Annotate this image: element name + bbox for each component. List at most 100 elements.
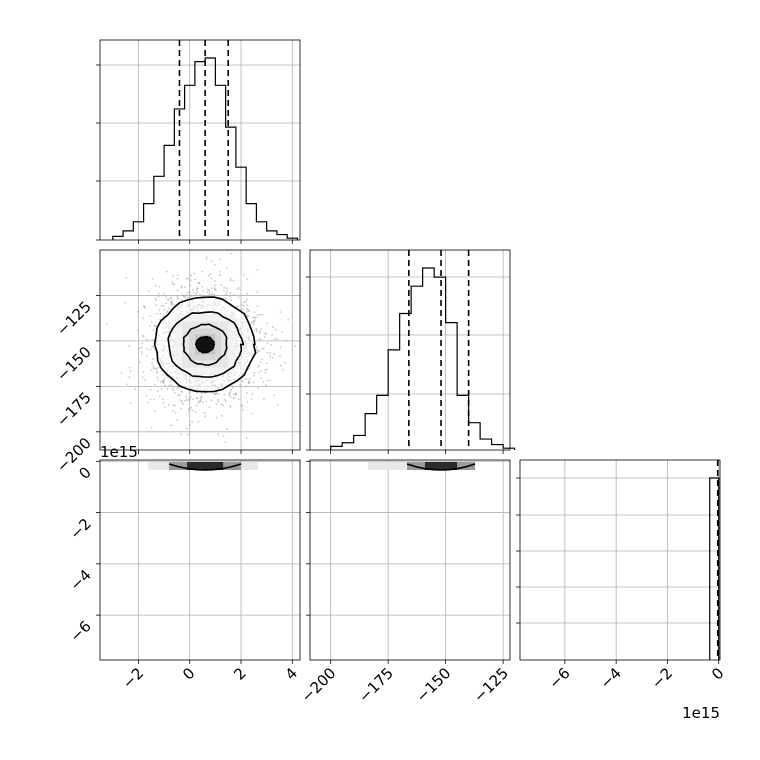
scatter-point xyxy=(266,342,269,345)
y2-tick-label-0: 0 xyxy=(75,463,94,482)
scatter-point xyxy=(245,436,248,439)
scatter-point xyxy=(226,267,228,269)
scatter-point xyxy=(269,355,271,357)
scatter-point xyxy=(237,296,240,298)
scatter-point xyxy=(252,316,255,319)
hist-y-frame xyxy=(309,249,511,451)
scatter-point xyxy=(164,377,166,380)
scatter-point xyxy=(228,394,231,397)
scatter-point xyxy=(185,398,188,401)
scatter-point xyxy=(145,338,148,341)
scatter-point xyxy=(194,293,197,296)
scatter-point xyxy=(200,398,202,400)
x0-tick-label-2: 2 xyxy=(230,664,249,683)
scatter-point xyxy=(246,391,249,394)
y1-tick-label-1: −150 xyxy=(53,343,95,385)
scatter-point xyxy=(125,276,128,279)
scatter-point xyxy=(269,379,271,382)
scatter-point xyxy=(188,293,191,296)
scatter-point xyxy=(256,269,259,271)
scatter-point xyxy=(210,399,213,402)
scatter-point xyxy=(181,391,184,393)
scatter-point xyxy=(246,292,249,295)
scatter-point xyxy=(128,376,131,379)
scatter-point xyxy=(154,297,157,300)
scatter-point xyxy=(229,292,232,294)
scatter-point xyxy=(254,319,257,321)
scatter-point xyxy=(181,285,183,288)
scatter-point xyxy=(195,289,198,292)
scatter-point xyxy=(191,420,193,423)
scatter-point xyxy=(155,367,157,370)
y2-tick-label-3: −6 xyxy=(66,617,94,645)
scatter-point xyxy=(173,303,176,306)
scatter-point xyxy=(174,411,177,414)
scatter-point xyxy=(264,371,267,374)
scatter-point xyxy=(265,362,268,364)
scatter-point xyxy=(199,399,202,402)
scatter-point xyxy=(207,274,210,277)
scatter-point xyxy=(240,309,243,311)
scatter-point xyxy=(225,292,228,295)
scatter-point xyxy=(273,394,275,397)
scatter-point xyxy=(167,403,170,406)
scatter-point xyxy=(166,298,169,301)
scatter-point xyxy=(162,379,165,382)
scatter-point xyxy=(214,289,217,291)
scatter-point xyxy=(170,297,173,300)
scatter-point xyxy=(247,368,250,370)
scatter-point xyxy=(254,316,257,319)
scatter-point xyxy=(164,406,166,408)
scatter-point xyxy=(150,426,153,429)
scatter-point xyxy=(196,291,199,294)
scatter-point xyxy=(157,379,160,381)
scatter-point xyxy=(203,411,206,414)
scatter-point xyxy=(217,398,219,401)
scatter-point xyxy=(200,395,203,398)
scatter-point xyxy=(124,302,126,304)
scatter-point xyxy=(256,348,258,351)
scatter-point xyxy=(224,441,227,443)
scatter-point xyxy=(246,401,249,403)
scatter-point xyxy=(269,352,271,355)
scatter-point xyxy=(155,284,157,287)
scatter-point xyxy=(138,360,141,363)
scatter-point xyxy=(266,351,269,354)
scatter-point xyxy=(145,355,148,358)
scatter-point xyxy=(205,256,208,259)
scatter-point xyxy=(182,295,185,298)
scatter-point xyxy=(205,258,208,260)
scatter-point xyxy=(253,311,256,314)
scatter-point xyxy=(144,378,146,381)
scatter-point xyxy=(160,388,163,391)
scatter-point xyxy=(157,390,159,393)
scatter-point xyxy=(266,379,269,382)
hist-z-step xyxy=(709,477,720,660)
scatter-point xyxy=(233,393,235,396)
scatter-point xyxy=(189,295,192,298)
scatter-point xyxy=(155,304,157,306)
scatter-point xyxy=(248,382,250,385)
scatter-point xyxy=(242,305,245,307)
scatter-point xyxy=(142,335,144,337)
scatter-point xyxy=(236,288,239,291)
scatter-xy-contour-1 xyxy=(167,311,245,378)
scatter-point xyxy=(219,258,222,261)
scatter-point xyxy=(253,320,255,323)
x2-tick-label-1: −4 xyxy=(597,664,625,692)
scatter-point xyxy=(184,399,186,402)
scatter-point xyxy=(270,344,272,346)
scatter-point xyxy=(259,361,262,364)
scatter-point xyxy=(192,294,195,297)
scatter-point xyxy=(185,294,188,297)
scatter-point xyxy=(189,279,192,282)
scatter-xy-contour-2 xyxy=(182,323,228,366)
scatter-point xyxy=(149,388,152,391)
scatter-point xyxy=(187,433,190,436)
scatter-point xyxy=(241,404,244,407)
hist-x-step xyxy=(112,57,299,240)
x2-offset-label: 1e15 xyxy=(682,704,720,722)
scatter-point xyxy=(246,304,249,307)
scatter-point xyxy=(222,435,225,438)
scatter-point xyxy=(190,274,193,277)
